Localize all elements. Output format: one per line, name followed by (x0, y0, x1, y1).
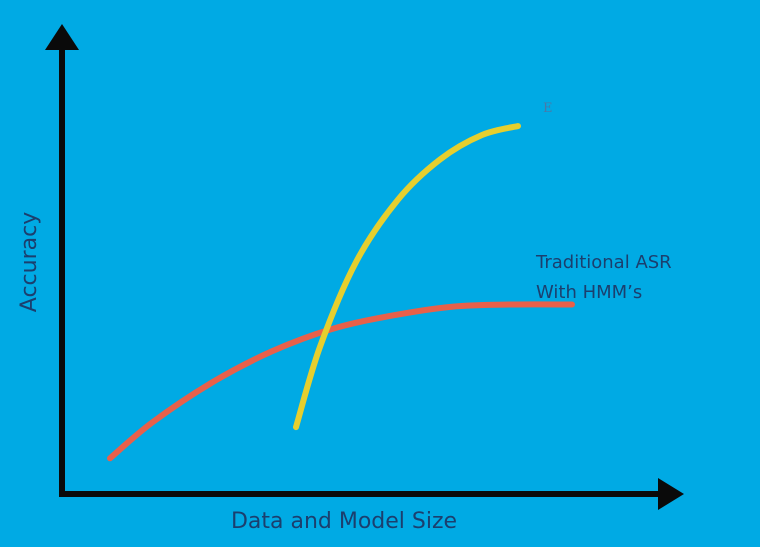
y-axis-arrowhead (45, 24, 79, 50)
series-label-line-2: With HMM’s (536, 282, 642, 303)
series-label-e: E (543, 101, 553, 116)
series-line-traditional-asr (107, 301, 575, 462)
y-axis-label: Accuracy (17, 212, 42, 312)
x-axis-arrowhead (658, 478, 684, 510)
x-axis-label: Data and Model Size (231, 509, 457, 534)
series-line-e (293, 123, 521, 431)
series-label-line-1: Traditional ASR (535, 252, 672, 273)
